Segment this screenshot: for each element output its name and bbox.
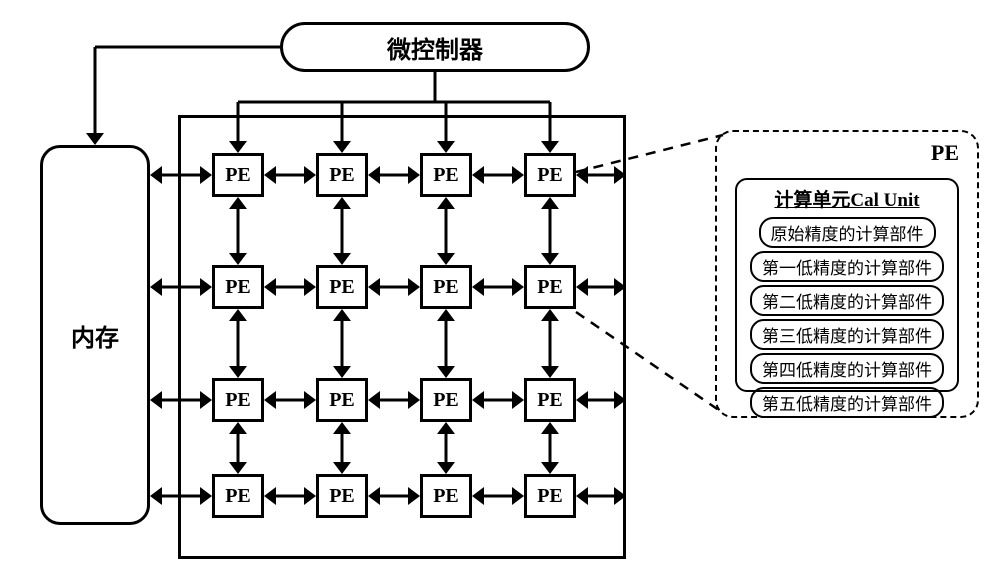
pe-1-0: PE: [212, 265, 264, 309]
pe-detail-title: PE: [931, 140, 959, 166]
pe-0-3: PE: [524, 153, 576, 197]
precision-item-5: 第五低精度的计算部件: [750, 387, 944, 418]
pe-label: PE: [537, 276, 563, 299]
pe-label: PE: [537, 389, 563, 412]
pe-2-1: PE: [316, 378, 368, 422]
precision-item-0: 原始精度的计算部件: [759, 217, 936, 248]
pe-label: PE: [329, 389, 355, 412]
precision-item-3: 第三低精度的计算部件: [750, 319, 944, 350]
pe-3-1: PE: [316, 474, 368, 518]
pe-1-1: PE: [316, 265, 368, 309]
pe-3-3: PE: [524, 474, 576, 518]
pe-0-2: PE: [420, 153, 472, 197]
pe-label: PE: [433, 485, 459, 508]
pe-label: PE: [537, 164, 563, 187]
pe-detail-inner: 计算单元Cal Unit 原始精度的计算部件 第一低精度的计算部件 第二低精度的…: [735, 178, 959, 392]
pe-3-0: PE: [212, 474, 264, 518]
pe-3-2: PE: [420, 474, 472, 518]
pe-1-3: PE: [524, 265, 576, 309]
pe-label: PE: [433, 276, 459, 299]
pe-label: PE: [433, 164, 459, 187]
pe-label: PE: [225, 389, 251, 412]
pe-2-3: PE: [524, 378, 576, 422]
pe-label: PE: [329, 276, 355, 299]
pe-0-1: PE: [316, 153, 368, 197]
controller-block: 微控制器: [280, 22, 590, 72]
precision-item-2: 第二低精度的计算部件: [750, 285, 944, 316]
controller-label: 微控制器: [387, 30, 483, 65]
pe-2-2: PE: [420, 378, 472, 422]
pe-label: PE: [433, 389, 459, 412]
precision-item-1: 第一低精度的计算部件: [750, 251, 944, 282]
pe-0-0: PE: [212, 153, 264, 197]
pe-label: PE: [537, 485, 563, 508]
cal-unit-title: 计算单元Cal Unit: [774, 185, 919, 212]
pe-label: PE: [329, 485, 355, 508]
pe-label: PE: [225, 485, 251, 508]
pe-1-2: PE: [420, 265, 472, 309]
memory-label: 内存: [71, 318, 119, 353]
pe-label: PE: [225, 276, 251, 299]
pe-2-0: PE: [212, 378, 264, 422]
precision-item-4: 第四低精度的计算部件: [750, 353, 944, 384]
pe-label: PE: [225, 164, 251, 187]
pe-label: PE: [329, 164, 355, 187]
memory-block: 内存: [40, 145, 150, 525]
